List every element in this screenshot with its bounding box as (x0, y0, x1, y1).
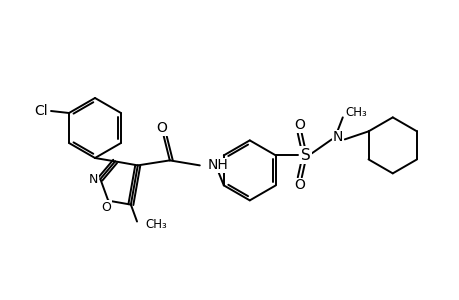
Text: Cl: Cl (34, 104, 48, 118)
Text: N: N (332, 130, 342, 144)
Text: S: S (300, 148, 310, 163)
Text: NH: NH (207, 158, 228, 172)
Text: O: O (294, 178, 304, 192)
Text: N: N (89, 172, 98, 185)
Text: O: O (294, 118, 304, 132)
Text: O: O (101, 201, 111, 214)
Text: O: O (156, 122, 167, 135)
Text: CH₃: CH₃ (345, 106, 367, 119)
Text: CH₃: CH₃ (145, 218, 167, 231)
